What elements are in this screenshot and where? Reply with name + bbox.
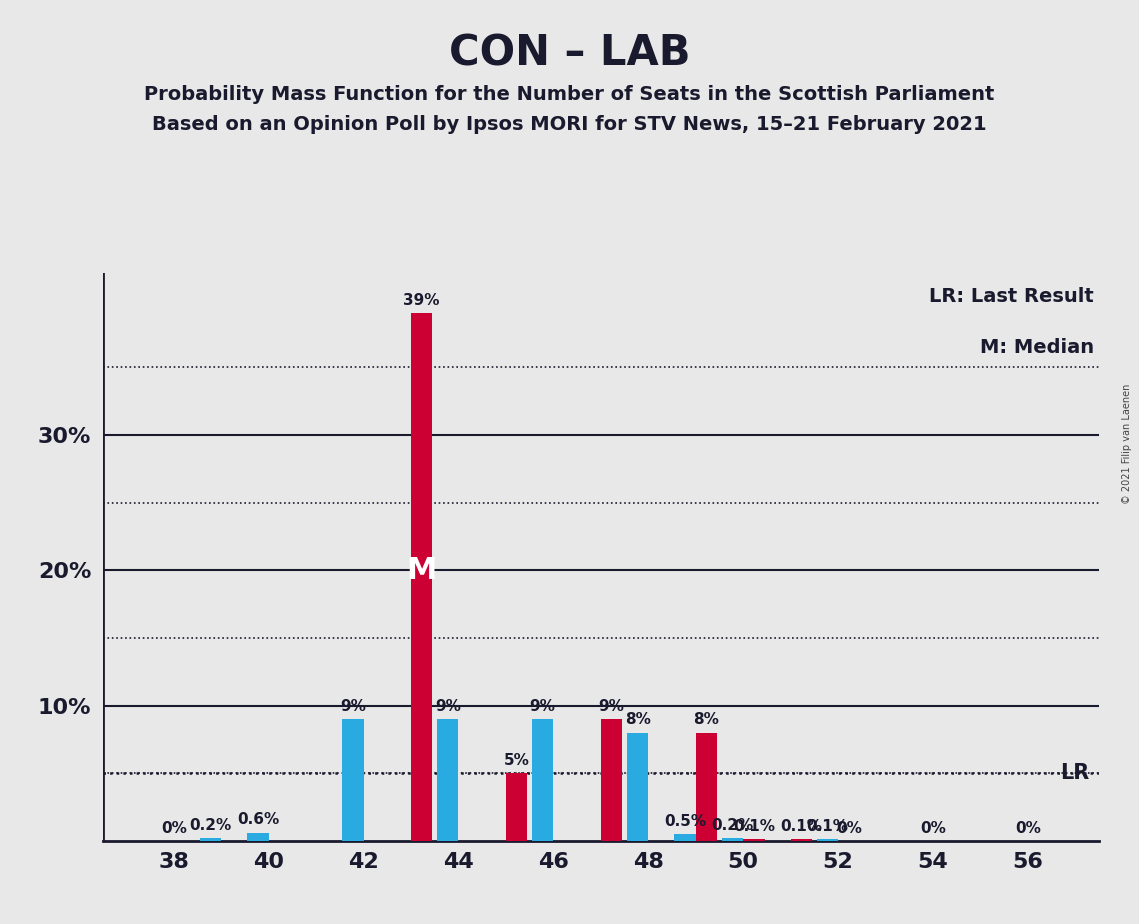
Bar — [342, 719, 363, 841]
Text: 0.1%: 0.1% — [806, 819, 849, 834]
Text: 9%: 9% — [530, 699, 556, 713]
Bar — [247, 833, 269, 841]
Text: 0%: 0% — [1015, 821, 1041, 836]
Bar — [199, 838, 221, 841]
Bar — [674, 834, 696, 841]
Bar — [722, 838, 743, 841]
Text: M: Median: M: Median — [980, 338, 1095, 357]
Text: 0.5%: 0.5% — [664, 814, 706, 829]
Text: 8%: 8% — [694, 712, 720, 727]
Text: 0.6%: 0.6% — [237, 812, 279, 827]
Text: 0%: 0% — [836, 821, 862, 836]
Text: 9%: 9% — [435, 699, 460, 713]
Text: 9%: 9% — [599, 699, 624, 713]
Text: 8%: 8% — [624, 712, 650, 727]
Text: LR: Last Result: LR: Last Result — [929, 286, 1095, 306]
Text: 39%: 39% — [403, 293, 440, 308]
Text: 0.2%: 0.2% — [712, 818, 754, 833]
Bar — [743, 840, 764, 841]
Text: 0%: 0% — [161, 821, 187, 836]
Text: 0.1%: 0.1% — [732, 819, 775, 834]
Text: Probability Mass Function for the Number of Seats in the Scottish Parliament: Probability Mass Function for the Number… — [145, 85, 994, 104]
Text: 9%: 9% — [339, 699, 366, 713]
Text: © 2021 Filip van Laenen: © 2021 Filip van Laenen — [1122, 383, 1132, 504]
Bar — [790, 840, 812, 841]
Bar — [817, 840, 838, 841]
Text: 0.2%: 0.2% — [189, 818, 231, 833]
Text: LR: LR — [1060, 763, 1090, 784]
Text: 0.1%: 0.1% — [780, 819, 822, 834]
Bar — [532, 719, 554, 841]
Text: Based on an Opinion Poll by Ipsos MORI for STV News, 15–21 February 2021: Based on an Opinion Poll by Ipsos MORI f… — [153, 115, 986, 134]
Bar — [601, 719, 622, 841]
Text: CON – LAB: CON – LAB — [449, 32, 690, 74]
Bar — [696, 733, 718, 841]
Bar — [411, 313, 433, 841]
Bar — [437, 719, 458, 841]
Bar — [506, 773, 527, 841]
Text: 5%: 5% — [503, 753, 530, 768]
Text: 0%: 0% — [920, 821, 947, 836]
Text: M: M — [407, 555, 437, 585]
Bar — [626, 733, 648, 841]
